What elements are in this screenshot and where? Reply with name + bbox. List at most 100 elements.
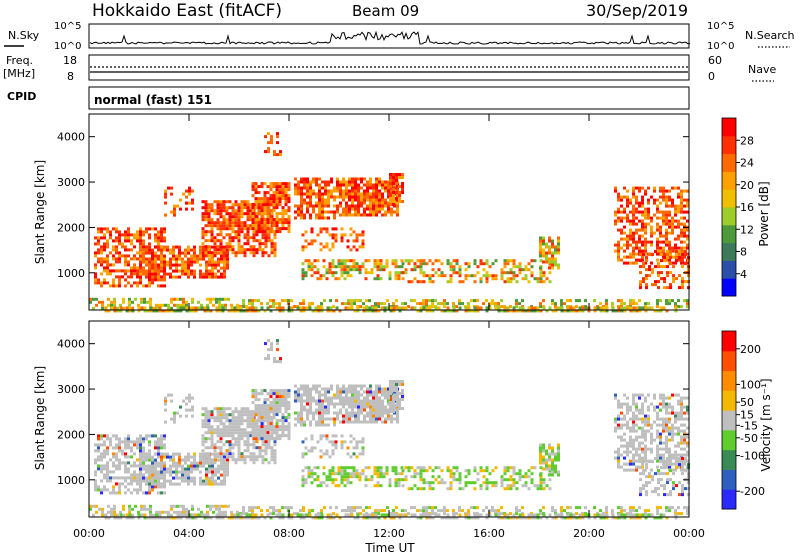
power-cell	[160, 236, 163, 240]
velocity-cell	[101, 510, 104, 514]
velocity-cell	[425, 481, 429, 485]
velocity-cell	[151, 485, 154, 489]
velocity-cell	[431, 487, 435, 491]
power-cell	[157, 269, 160, 273]
velocity-cell	[148, 488, 151, 492]
power-cell	[167, 309, 171, 313]
power-cell	[542, 242, 545, 246]
power-cell	[642, 277, 645, 281]
velocity-cell	[257, 434, 261, 438]
power-cell	[284, 185, 288, 189]
power-cell	[148, 269, 151, 273]
velocity-cell	[303, 390, 306, 394]
velocity-cell	[267, 446, 271, 450]
power-cell	[325, 227, 329, 231]
velocity-cell	[428, 466, 432, 470]
velocity-cell	[392, 401, 395, 404]
power-cell	[243, 227, 247, 231]
velocity-cell	[234, 437, 238, 441]
velocity-cell	[263, 404, 267, 408]
velocity-cell	[237, 410, 241, 414]
velocity-cell	[524, 472, 528, 476]
velocity-cell	[148, 434, 151, 438]
velocity-cell	[266, 437, 270, 441]
velocity-cell	[316, 440, 320, 444]
power-cell	[506, 277, 510, 281]
power-colorbar-swatch	[722, 153, 736, 172]
power-cell	[512, 262, 516, 266]
power-cell	[278, 302, 281, 306]
power-cell	[246, 227, 250, 231]
power-cell	[133, 269, 136, 273]
power-cell	[266, 221, 270, 225]
power-cell	[249, 224, 253, 228]
velocity-cell	[190, 479, 193, 483]
power-cell	[644, 192, 647, 196]
velocity-cell	[234, 428, 238, 432]
power-cell	[602, 306, 606, 310]
power-cell	[97, 248, 100, 252]
velocity-cell	[139, 443, 142, 447]
velocity-cell	[263, 413, 267, 417]
velocity-cell	[366, 420, 369, 424]
power-cell	[626, 261, 629, 265]
power-cell	[539, 266, 542, 270]
power-cell	[157, 275, 160, 279]
power-cell	[270, 248, 274, 252]
velocity-cell	[287, 422, 291, 426]
power-cell	[281, 185, 285, 189]
velocity-cell	[260, 404, 264, 408]
power-cell	[584, 299, 587, 303]
velocity-cell	[524, 484, 528, 488]
velocity-cell	[674, 509, 677, 513]
power-cell	[506, 306, 510, 310]
velocity-cell	[273, 461, 277, 465]
power-cell	[557, 306, 561, 310]
velocity-cell	[130, 491, 133, 495]
velocity-cell	[160, 473, 163, 477]
power-cell	[154, 275, 157, 279]
power-cell	[623, 306, 627, 310]
power-cell	[263, 309, 267, 313]
power-cell	[521, 306, 525, 310]
power-ytick-label: 2000	[57, 221, 85, 234]
power-cell	[185, 189, 188, 193]
power-cell	[407, 262, 411, 266]
power-cell	[333, 213, 336, 217]
power-cell	[324, 180, 327, 184]
power-cell	[340, 262, 344, 266]
power-cell	[252, 233, 256, 237]
power-cell	[668, 246, 671, 250]
power-cell	[216, 200, 220, 204]
power-cell	[314, 306, 318, 310]
velocity-cell	[151, 461, 154, 465]
power-cell	[278, 221, 282, 225]
velocity-cell	[249, 413, 253, 417]
power-cell	[267, 141, 270, 145]
power-cell	[222, 218, 226, 222]
velocity-cell	[363, 396, 366, 400]
velocity-cell	[306, 390, 309, 394]
power-cell	[373, 262, 377, 266]
power-cell	[648, 253, 651, 257]
velocity-cell	[310, 481, 314, 485]
velocity-cell	[178, 464, 181, 468]
velocity-cell	[278, 419, 282, 423]
velocity-cell	[635, 509, 638, 513]
power-cell	[440, 262, 444, 266]
velocity-cell	[163, 485, 166, 489]
velocity-cell	[394, 481, 398, 485]
power-cell	[617, 246, 620, 250]
power-cell	[136, 272, 139, 276]
velocity-cell	[237, 458, 241, 462]
power-cell	[145, 272, 148, 276]
power-cell	[260, 197, 264, 201]
power-cell	[485, 299, 488, 303]
velocity-cell	[275, 434, 279, 438]
power-cell	[240, 215, 244, 219]
power-cell	[638, 246, 641, 250]
power-cell	[210, 206, 214, 210]
power-cell	[307, 242, 311, 246]
power-cell	[226, 251, 229, 255]
power-cell	[142, 239, 145, 243]
